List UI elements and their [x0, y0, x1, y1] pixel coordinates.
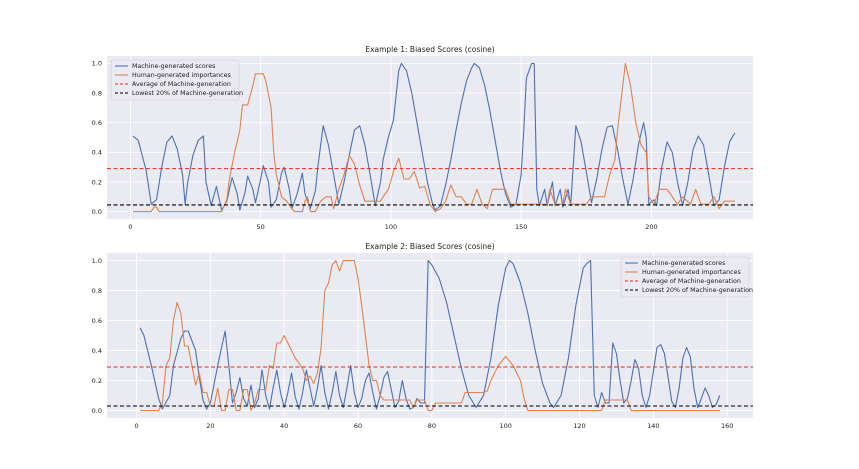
legend-label: Machine-generated scores [642, 260, 725, 267]
x-tick-label: 100 [499, 422, 511, 430]
legend-box [620, 256, 750, 298]
x-tick-label: 80 [428, 422, 436, 430]
x-tick-label: 160 [721, 422, 733, 430]
human-importances-line [140, 259, 720, 412]
x-tick-label: 150 [515, 223, 527, 231]
x-tick-label: 120 [573, 422, 585, 430]
legend-label: Machine-generated scores [132, 63, 215, 70]
y-tick-label: 1.0 [92, 60, 102, 68]
x-tick-label: 0 [128, 223, 132, 231]
chart-example-1: 0.0 0.2 0.4 0.6 0.8 1.0 0 50 100 150 200 Example 1:… [92, 45, 753, 231]
x-tick-label: 20 [206, 422, 214, 430]
legend-label: Average of Machine-generation [642, 278, 741, 285]
legend-box [110, 59, 240, 101]
x-tick-label: 0 [134, 422, 138, 430]
y-tick-label: 0.8 [92, 287, 102, 295]
machine-scores-line [139, 259, 721, 410]
legend: Machine-generated scores Human-generated … [110, 59, 243, 101]
legend: Machine-generated scores Human-generated … [620, 256, 753, 298]
y-tick-label: 1.0 [92, 257, 102, 265]
legend-label: Lowest 20% of Machine-generation [132, 90, 243, 97]
chart-title: Example 1: Biased Scores (cosine) [365, 45, 494, 54]
x-tick-label: 40 [280, 422, 288, 430]
x-tick-label: 100 [385, 223, 397, 231]
y-tick-label: 0.0 [92, 208, 102, 216]
x-tick-label: 60 [354, 422, 362, 430]
legend-label: Human-generated importances [642, 269, 741, 276]
y-tick-label: 0.2 [92, 178, 102, 186]
legend-label: Lowest 20% of Machine-generation [642, 287, 753, 294]
chart-title: Example 2: Biased Scores (cosine) [365, 242, 494, 251]
x-tick-label: 140 [647, 422, 659, 430]
y-tick-label: 0.2 [92, 377, 102, 385]
y-tick-label: 0.4 [92, 347, 102, 355]
legend-label: Average of Machine-generation [132, 81, 231, 88]
y-tick-label: 0.6 [92, 119, 102, 127]
y-tick-label: 0.0 [92, 407, 102, 415]
x-tick-label: 50 [257, 223, 265, 231]
machine-scores-line [132, 62, 736, 211]
legend-label: Human-generated importances [132, 72, 231, 79]
y-tick-label: 0.6 [92, 317, 102, 325]
x-tick-label: 200 [645, 223, 657, 231]
y-tick-label: 0.4 [92, 149, 102, 157]
chart-example-2: 0.0 0.2 0.4 0.6 0.8 1.0 0 20 40 60 80 100 120 140 160 E… [92, 242, 753, 430]
human-importances-line [133, 62, 735, 213]
y-tick-label: 0.8 [92, 89, 102, 97]
